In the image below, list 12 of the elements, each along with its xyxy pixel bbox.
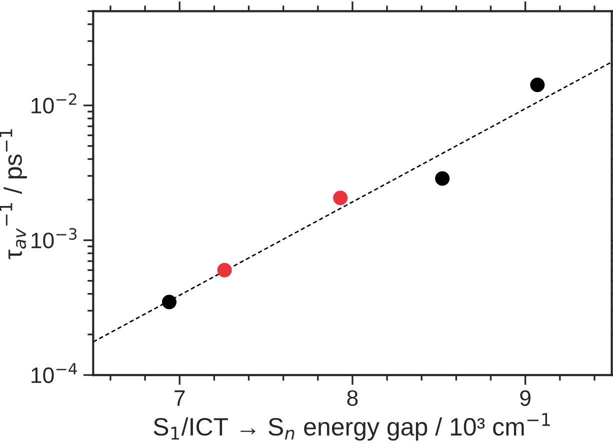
point <box>435 171 450 186</box>
point <box>333 190 348 206</box>
point <box>162 294 177 310</box>
x-tick-label: 7 <box>174 390 185 406</box>
y-tick-label: 10$^{−3}$ <box>32 228 77 248</box>
point <box>530 78 545 92</box>
y-tick-label: 10$^{−2}$ <box>32 93 76 114</box>
y-tick-label: 10$^{−4}$ <box>32 363 77 384</box>
point <box>217 262 232 278</box>
x-axis-title: S$_{1}$/ICT → S$_{n}$ energy gap / 10³ cm$^{−1}$ <box>154 413 550 441</box>
x-tick-label: 9 <box>520 390 530 406</box>
x-tick-label: 8 <box>347 390 358 406</box>
